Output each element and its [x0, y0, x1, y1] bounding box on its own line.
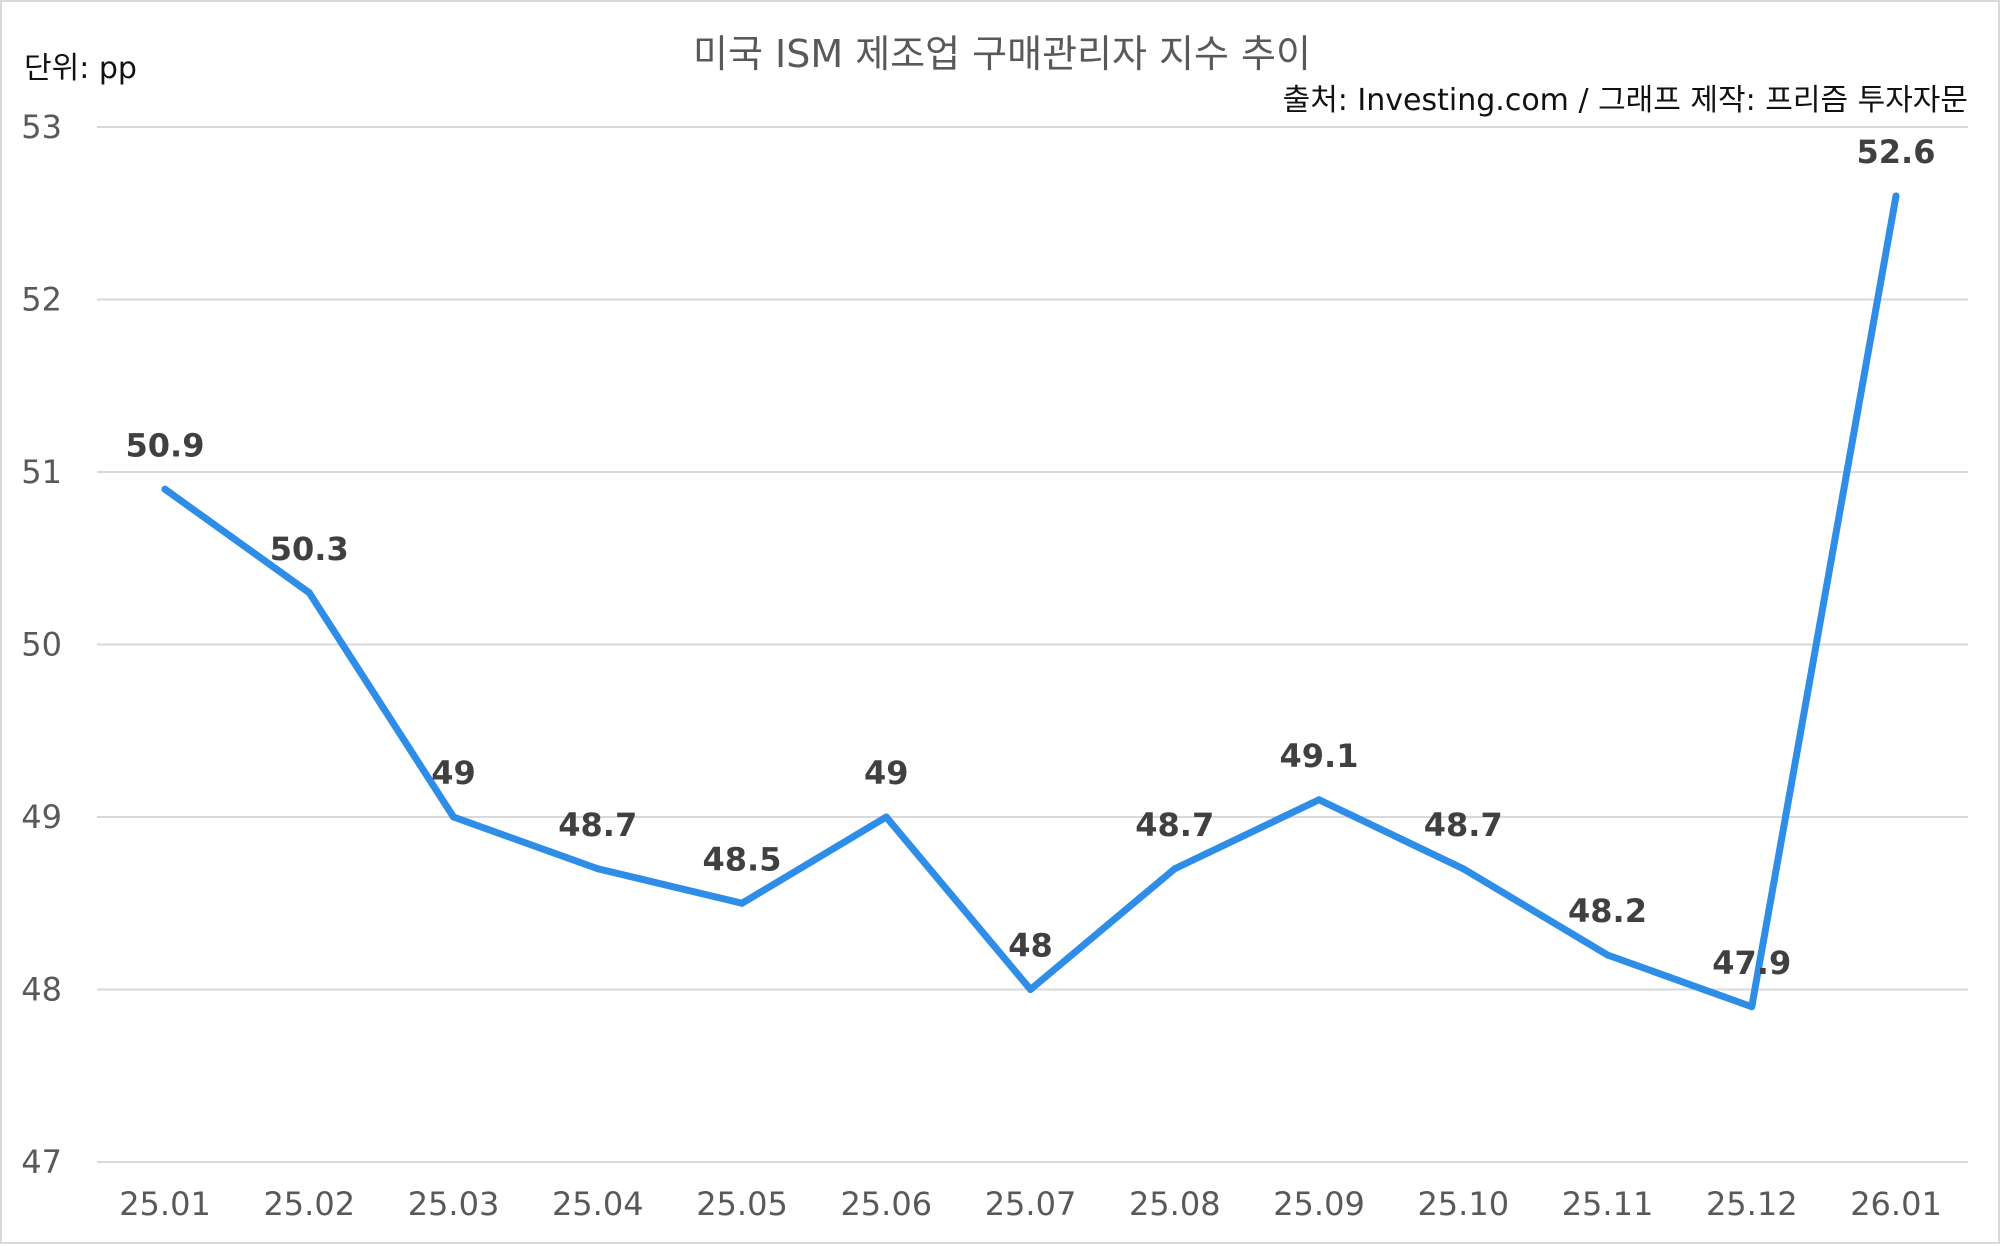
- data-label-25.03: 49: [431, 754, 476, 792]
- y-tick-label-48: 48: [21, 971, 62, 1009]
- series-line-0: [161, 192, 1900, 1011]
- data-label-25.07: 48: [1008, 927, 1053, 965]
- x-tick-label-25.05: 25.05: [696, 1185, 788, 1223]
- y-tick-label-53: 53: [21, 108, 62, 146]
- data-point-25.11: [1604, 951, 1611, 959]
- data-point-25.06: [882, 813, 890, 821]
- y-tick-label-47: 47: [21, 1143, 62, 1181]
- data-point-25.02: [305, 589, 313, 597]
- x-tick-label-25.04: 25.04: [552, 1185, 644, 1223]
- data-label-25.05: 48.5: [703, 840, 782, 878]
- data-label-25.02: 50.3: [270, 530, 349, 568]
- data-label-25.10: 48.7: [1424, 806, 1503, 844]
- y-tick-label-50: 50: [21, 626, 62, 664]
- data-point-25.05: [738, 899, 746, 907]
- x-tick-label-25.08: 25.08: [1129, 1185, 1221, 1223]
- data-label-25.01: 50.9: [126, 426, 205, 464]
- series-layer: [161, 192, 1900, 1011]
- x-tick-label-25.07: 25.07: [985, 1185, 1077, 1223]
- x-tick-label-25.10: 25.10: [1417, 1185, 1509, 1223]
- data-labels: 50.9 50.3 49 48.7 48.5 49 48 48.7 49.1 48.7 48.2 47…: [126, 133, 1936, 982]
- data-point-25.08: [1171, 865, 1179, 873]
- x-axis-ticks: 25.01 25.02 25.03 25.04 25.05 25.06 25.07 25.08…: [119, 1185, 1942, 1223]
- chart-title: 미국 ISM 제조업 구매관리자 지수 추이: [693, 32, 1311, 76]
- y-tick-label-49: 49: [21, 798, 62, 836]
- data-label-25.04: 48.7: [558, 806, 637, 844]
- source-label: 출처: Investing.com / 그래프 제작: 프리즘 투자자문: [1283, 83, 1968, 118]
- data-point-25.04: [594, 865, 602, 873]
- data-point-25.09: [1315, 796, 1323, 804]
- data-point-25.10: [1459, 865, 1467, 873]
- data-label-25.11: 48.2: [1568, 892, 1647, 930]
- y-axis-ticks: 47 48 49 50 51 52 53: [21, 108, 62, 1181]
- data-point-26.01: [1892, 192, 1900, 200]
- y-tick-label-51: 51: [21, 453, 62, 491]
- x-tick-label-25.09: 25.09: [1273, 1185, 1365, 1223]
- x-tick-label-25.11: 25.11: [1562, 1185, 1654, 1223]
- x-tick-label-25.02: 25.02: [263, 1185, 355, 1223]
- data-label-25.12: 47.9: [1712, 944, 1791, 982]
- x-tick-label-25.03: 25.03: [408, 1185, 500, 1223]
- data-point-25.07: [1027, 986, 1034, 993]
- x-tick-label-26.01: 26.01: [1850, 1185, 1942, 1223]
- data-label-26.01: 52.6: [1857, 133, 1936, 171]
- data-label-25.06: 49: [864, 754, 909, 792]
- y-tick-label-52: 52: [21, 281, 62, 319]
- x-tick-label-25.12: 25.12: [1706, 1185, 1798, 1223]
- data-point-25.01: [161, 485, 169, 493]
- grid-lines: [97, 126, 1968, 1163]
- x-tick-label-25.01: 25.01: [119, 1185, 211, 1223]
- unit-label: 단위: pp: [24, 51, 137, 86]
- data-point-25.03: [450, 813, 457, 821]
- x-tick-label-25.06: 25.06: [840, 1185, 932, 1223]
- data-point-25.12: [1748, 1003, 1756, 1011]
- data-label-25.09: 49.1: [1280, 737, 1359, 775]
- data-label-25.08: 48.7: [1135, 806, 1214, 844]
